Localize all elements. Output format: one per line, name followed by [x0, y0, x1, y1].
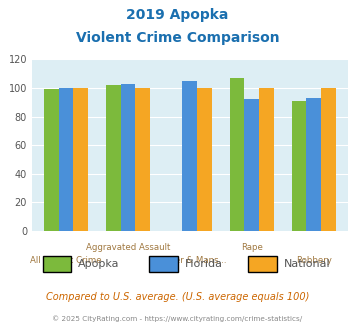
- Bar: [321, 88, 336, 231]
- Bar: [245, 99, 259, 231]
- Text: Murder & Mans...: Murder & Mans...: [153, 256, 227, 265]
- Bar: [73, 88, 88, 231]
- Text: 2019 Apopka: 2019 Apopka: [126, 8, 229, 22]
- Bar: [121, 84, 135, 231]
- Text: © 2025 CityRating.com - https://www.cityrating.com/crime-statistics/: © 2025 CityRating.com - https://www.city…: [53, 315, 302, 322]
- Text: Violent Crime Comparison: Violent Crime Comparison: [76, 31, 279, 45]
- Text: Apopka: Apopka: [78, 259, 120, 269]
- Text: Robbery: Robbery: [296, 256, 332, 265]
- Text: Florida: Florida: [185, 259, 223, 269]
- Bar: [259, 88, 274, 231]
- Bar: [306, 98, 321, 231]
- Bar: [44, 89, 59, 231]
- Bar: [182, 81, 197, 231]
- Bar: [59, 88, 73, 231]
- Text: Aggravated Assault: Aggravated Assault: [86, 243, 170, 251]
- Bar: [230, 78, 245, 231]
- Text: National: National: [284, 259, 331, 269]
- Bar: [135, 88, 150, 231]
- Text: All Violent Crime: All Violent Crime: [30, 256, 102, 265]
- Bar: [106, 85, 121, 231]
- Bar: [291, 101, 306, 231]
- Text: Compared to U.S. average. (U.S. average equals 100): Compared to U.S. average. (U.S. average …: [46, 292, 309, 302]
- Text: Rape: Rape: [241, 243, 263, 251]
- Bar: [197, 88, 212, 231]
